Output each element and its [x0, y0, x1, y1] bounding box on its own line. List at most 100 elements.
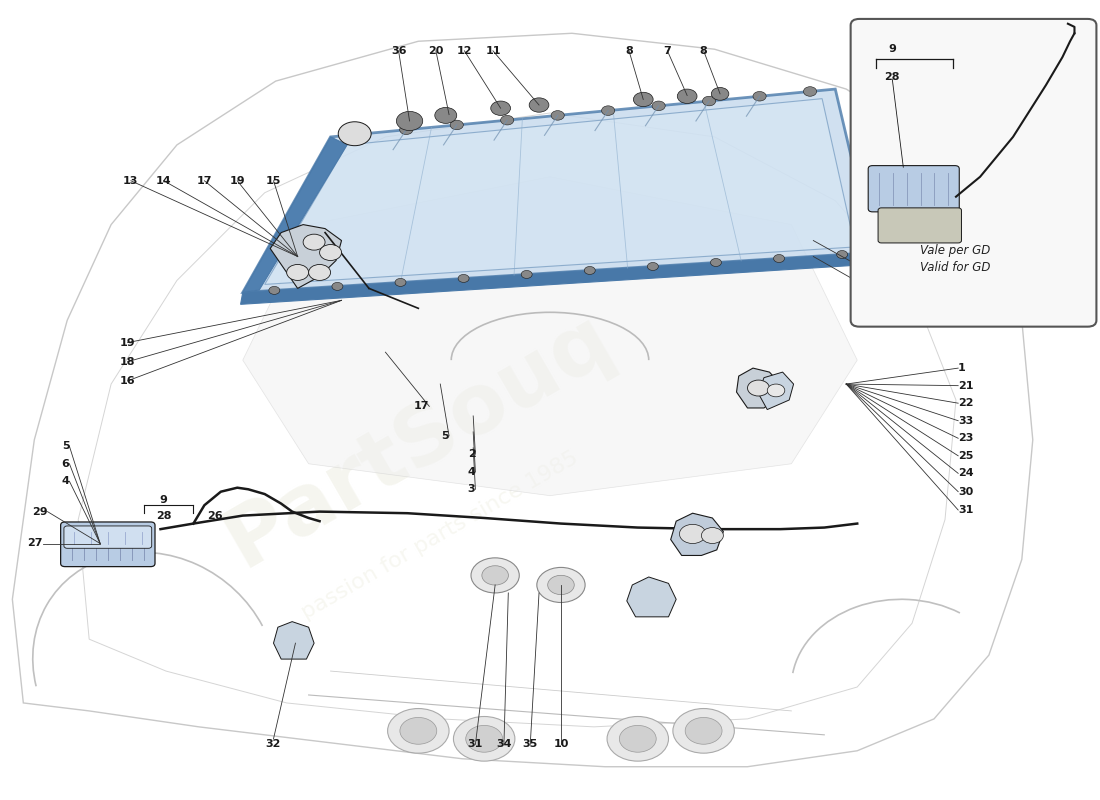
Text: 24: 24: [958, 468, 974, 478]
Text: 33: 33: [958, 416, 974, 426]
Text: 5: 5: [441, 431, 449, 441]
Circle shape: [529, 98, 549, 112]
Text: 10: 10: [553, 739, 569, 750]
Text: 8: 8: [700, 46, 707, 56]
Circle shape: [748, 380, 769, 396]
Text: 25: 25: [958, 451, 974, 461]
Circle shape: [396, 111, 422, 130]
Text: 9: 9: [889, 44, 896, 54]
Circle shape: [471, 558, 519, 593]
FancyBboxPatch shape: [868, 166, 959, 212]
Circle shape: [434, 107, 456, 123]
Circle shape: [521, 270, 532, 278]
Text: 12: 12: [925, 315, 940, 326]
Text: 9: 9: [160, 494, 167, 505]
Text: 17: 17: [414, 402, 429, 411]
Circle shape: [309, 265, 331, 281]
Circle shape: [712, 87, 729, 100]
Circle shape: [703, 96, 716, 106]
Text: 6: 6: [62, 458, 69, 469]
Text: 36: 36: [390, 46, 406, 56]
Text: Vale per GD
Valid for GD: Vale per GD Valid for GD: [920, 244, 990, 274]
Circle shape: [584, 266, 595, 274]
Circle shape: [673, 709, 735, 753]
Text: 4: 4: [62, 476, 69, 486]
Text: 7: 7: [663, 46, 671, 56]
Text: 19: 19: [230, 176, 245, 186]
Text: 18: 18: [120, 357, 135, 366]
Text: 30: 30: [958, 486, 974, 497]
Polygon shape: [671, 514, 724, 555]
Circle shape: [395, 278, 406, 286]
Circle shape: [537, 567, 585, 602]
Polygon shape: [243, 137, 346, 292]
Text: 16: 16: [120, 376, 135, 386]
Circle shape: [320, 245, 341, 261]
Circle shape: [702, 527, 724, 543]
Text: 19: 19: [120, 338, 135, 347]
FancyBboxPatch shape: [850, 19, 1097, 326]
Text: 3: 3: [468, 484, 475, 494]
FancyBboxPatch shape: [878, 208, 961, 243]
Circle shape: [332, 282, 343, 290]
Polygon shape: [241, 253, 873, 304]
Text: 26: 26: [208, 510, 223, 521]
Text: 12: 12: [456, 46, 472, 56]
Circle shape: [634, 92, 653, 106]
Circle shape: [602, 106, 615, 115]
FancyBboxPatch shape: [60, 522, 155, 566]
Circle shape: [399, 125, 412, 134]
Circle shape: [400, 718, 437, 744]
FancyBboxPatch shape: [64, 526, 152, 548]
Circle shape: [803, 86, 816, 96]
Text: 34: 34: [496, 739, 512, 750]
Text: 27: 27: [28, 538, 43, 549]
Circle shape: [619, 726, 657, 752]
Circle shape: [453, 717, 515, 761]
Circle shape: [773, 254, 784, 262]
Polygon shape: [737, 368, 780, 408]
Circle shape: [607, 717, 669, 761]
Text: 8: 8: [625, 46, 632, 56]
Polygon shape: [265, 98, 855, 285]
Polygon shape: [243, 177, 857, 496]
Text: 2: 2: [468, 450, 475, 459]
Circle shape: [678, 89, 697, 103]
Text: 5: 5: [62, 442, 69, 451]
Text: 28: 28: [156, 510, 172, 521]
Text: 29: 29: [32, 506, 47, 517]
Polygon shape: [271, 225, 341, 288]
Text: 17: 17: [197, 176, 212, 186]
Circle shape: [837, 250, 848, 258]
Text: 15: 15: [266, 176, 282, 186]
Circle shape: [491, 101, 510, 115]
Circle shape: [450, 120, 463, 130]
Circle shape: [652, 101, 666, 110]
Text: passion for parts since 1985: passion for parts since 1985: [298, 448, 582, 623]
Polygon shape: [243, 89, 873, 292]
Text: 21: 21: [958, 381, 974, 390]
Circle shape: [500, 115, 514, 125]
Text: PartSouq: PartSouq: [211, 297, 626, 583]
Circle shape: [338, 122, 371, 146]
Text: 11: 11: [485, 46, 501, 56]
Text: 14: 14: [156, 176, 172, 186]
Circle shape: [387, 709, 449, 753]
Circle shape: [648, 262, 659, 270]
Polygon shape: [274, 622, 315, 659]
Text: 20: 20: [428, 46, 443, 56]
Text: 13: 13: [123, 176, 139, 186]
Text: 28: 28: [884, 72, 900, 82]
Circle shape: [754, 91, 767, 101]
Polygon shape: [627, 577, 676, 617]
Text: 22: 22: [958, 398, 974, 408]
Circle shape: [482, 566, 508, 585]
Circle shape: [287, 265, 309, 281]
Text: 11: 11: [925, 298, 940, 308]
Text: 32: 32: [266, 739, 282, 750]
Circle shape: [767, 384, 784, 397]
Circle shape: [551, 110, 564, 120]
Circle shape: [349, 130, 362, 139]
Circle shape: [268, 286, 279, 294]
Text: 35: 35: [522, 739, 538, 750]
